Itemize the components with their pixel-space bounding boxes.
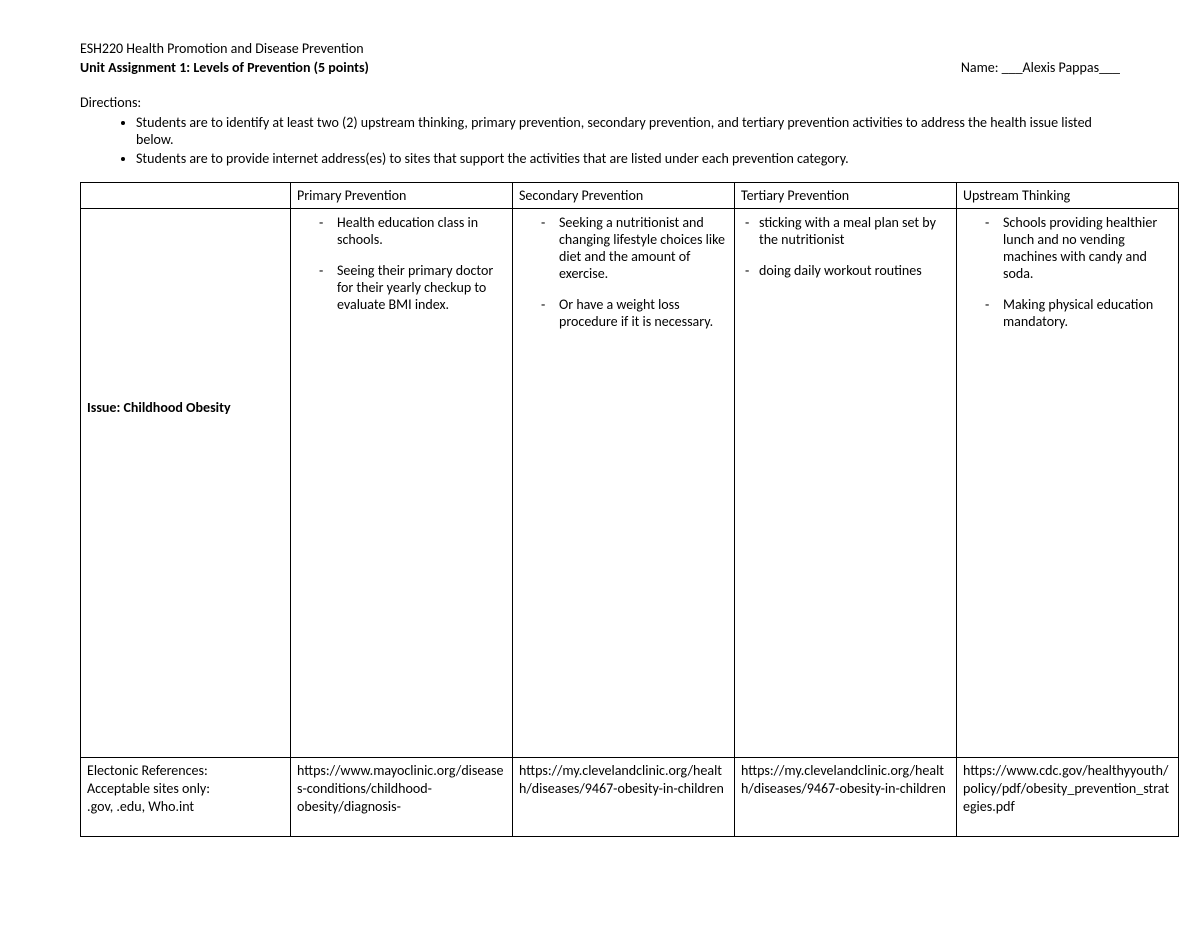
assignment-title: Unit Assignment 1: Levels of Prevention … (80, 59, 369, 76)
upstream-list: Schools providing healthier lunch and no… (963, 213, 1172, 331)
table-references-row: Electonic References: Acceptable sites o… (81, 758, 1179, 837)
primary-cell: Health education class in schools. Seein… (291, 209, 513, 758)
course-title: ESH220 Health Promotion and Disease Prev… (80, 40, 1120, 57)
header-secondary: Secondary Prevention (513, 183, 735, 209)
list-item: Health education class in schools. (337, 213, 506, 249)
assignment-row: Unit Assignment 1: Levels of Prevention … (80, 59, 1120, 76)
list-item: Making physical education mandatory. (1003, 295, 1172, 331)
upstream-cell: Schools providing healthier lunch and no… (957, 209, 1179, 758)
issue-label: Issue: Childhood Obesity (87, 213, 284, 416)
directions-section: Directions: Students are to identify at … (80, 94, 1120, 168)
list-item: sticking with a meal plan set by the nut… (759, 213, 950, 249)
list-item: Or have a weight loss procedure if it is… (559, 295, 728, 331)
header-primary: Primary Prevention (291, 183, 513, 209)
directions-item: Students are to provide internet address… (136, 149, 1120, 168)
list-item: doing daily workout routines (759, 261, 950, 280)
ref-line2: Acceptable sites only: (87, 780, 210, 797)
header-blank (81, 183, 291, 209)
header-upstream: Upstream Thinking (957, 183, 1179, 209)
prevention-table: Primary Prevention Secondary Prevention … (80, 182, 1179, 837)
ref-primary: https://www.mayoclinic.org/diseases-cond… (291, 758, 513, 837)
name-value: ___Alexis Pappas___ (1002, 59, 1120, 76)
header-tertiary: Tertiary Prevention (735, 183, 957, 209)
issue-cell: Issue: Childhood Obesity (81, 209, 291, 758)
primary-list: Health education class in schools. Seein… (297, 213, 506, 314)
table-body-row: Issue: Childhood Obesity Health educatio… (81, 209, 1179, 758)
references-label-cell: Electonic References: Acceptable sites o… (81, 758, 291, 837)
tertiary-list: sticking with a meal plan set by the nut… (741, 213, 950, 280)
ref-line1: Electonic References: (87, 762, 208, 779)
list-item: Seeking a nutritionist and changing life… (559, 213, 728, 283)
table-header-row: Primary Prevention Secondary Prevention … (81, 183, 1179, 209)
directions-list: Students are to identify at least two (2… (80, 113, 1120, 168)
tertiary-cell: sticking with a meal plan set by the nut… (735, 209, 957, 758)
list-item: Schools providing healthier lunch and no… (1003, 213, 1172, 283)
ref-tertiary: https://my.clevelandclinic.org/health/di… (735, 758, 957, 837)
secondary-list: Seeking a nutritionist and changing life… (519, 213, 728, 331)
list-item: Seeing their primary doctor for their ye… (337, 261, 506, 314)
ref-secondary: https://my.clevelandclinic.org/health/di… (513, 758, 735, 837)
ref-line3: .gov, .edu, Who.int (87, 798, 194, 815)
directions-title: Directions: (80, 94, 1120, 111)
name-field: Name: ___Alexis Pappas___ (961, 59, 1120, 76)
secondary-cell: Seeking a nutritionist and changing life… (513, 209, 735, 758)
name-label: Name: (961, 59, 999, 76)
references-label: Electonic References: Acceptable sites o… (87, 762, 284, 817)
document-page: ESH220 Health Promotion and Disease Prev… (40, 0, 1160, 877)
ref-upstream: https://www.cdc.gov/healthyyouth/policy/… (957, 758, 1179, 837)
directions-item: Students are to identify at least two (2… (136, 113, 1120, 149)
